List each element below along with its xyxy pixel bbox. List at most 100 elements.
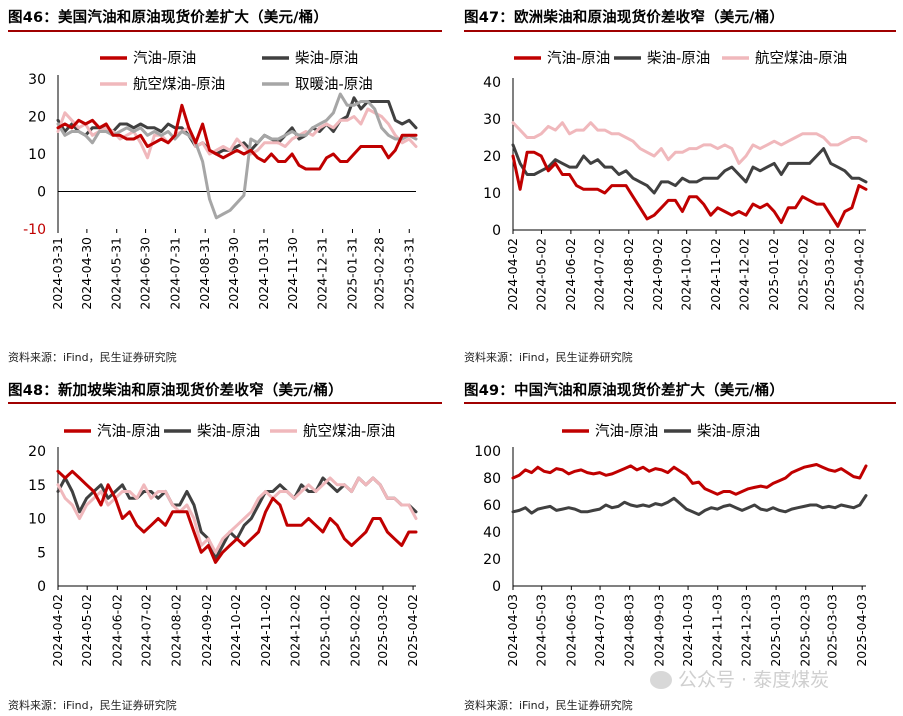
y-tick-label: 20: [483, 552, 501, 568]
x-tick-label: 2025-02-02: [348, 594, 363, 667]
y-tick-label: 10: [28, 147, 46, 163]
x-tick-label: 2024-11-02: [708, 238, 723, 311]
x-tick-label: 2024-10-02: [679, 238, 694, 311]
source-note: 资料来源：iFind，民生证券研究院: [8, 351, 177, 364]
watermark: 公众号 · 泰度煤炭: [650, 665, 829, 692]
x-tick-label: 2024-07-02: [591, 238, 606, 311]
x-tick-label: 2025-02-02: [795, 238, 810, 311]
chart-title: 图49：中国汽油和原油现货价差扩大（美元/桶）: [464, 383, 785, 399]
x-tick-label: 2025-04-02: [405, 594, 420, 667]
x-tick-label: 2024-07-03: [592, 594, 607, 667]
x-tick-label: 2025-04-03: [854, 594, 869, 667]
source-note: 资料来源：iFind，民生证券研究院: [464, 699, 633, 712]
title-rule: [8, 30, 442, 32]
y-tick-label: 100: [474, 444, 501, 460]
y-tick-label: 30: [483, 112, 501, 128]
chart-title: 图46：美国汽油和原油现货价差扩大（美元/桶）: [8, 10, 329, 26]
x-tick-label: 2025-03-02: [822, 238, 837, 311]
x-tick-label: 2024-11-03: [710, 594, 725, 667]
y-tick-label: 0: [37, 185, 46, 201]
x-tick-label: 2024-08-02: [169, 594, 184, 667]
legend-label: 航空煤油-原油: [133, 76, 225, 93]
x-tick-label: 2025-02-28: [371, 237, 386, 310]
legend-label: 汽油-原油: [97, 423, 160, 440]
x-tick-label: 2024-04-30: [79, 237, 94, 310]
y-tick-label: 20: [28, 110, 46, 126]
x-tick-label: 2024-09-02: [650, 238, 665, 311]
x-tick-label: 2025-01-02: [766, 238, 781, 311]
x-tick-label: 2024-09-02: [199, 594, 214, 667]
legend-label: 柴油-原油: [697, 423, 760, 440]
series-line: [511, 494, 868, 516]
x-tick-label: 2025-04-02: [851, 238, 866, 311]
x-tick-label: 2024-04-03: [505, 594, 520, 667]
x-tick-label: 2024-07-02: [139, 594, 154, 667]
x-tick-label: 2024-05-02: [79, 594, 94, 667]
x-tick-label: 2024-06-02: [109, 594, 124, 667]
series-line: [511, 150, 868, 228]
x-tick-label: 2024-12-31: [315, 237, 330, 310]
chart-title: 图48：新加坡柴油和原油现货价差收窄（美元/桶）: [8, 383, 343, 399]
x-tick-label: 2024-12-03: [738, 594, 753, 667]
legend-label: 航空煤油-原油: [303, 423, 395, 440]
legend-label: 汽油-原油: [547, 50, 610, 67]
y-tick-label: 0: [492, 223, 501, 239]
series-line: [511, 463, 868, 496]
x-tick-label: 2025-03-03: [825, 594, 840, 667]
x-tick-label: 2024-10-31: [256, 237, 271, 310]
x-tick-label: 2024-04-02: [505, 238, 520, 311]
x-tick-label: 2024-12-02: [737, 238, 752, 311]
title-rule: [464, 402, 896, 404]
y-tick-label: 80: [483, 471, 501, 487]
x-tick-label: 2025-01-03: [768, 594, 783, 667]
y-tick-label: 10: [483, 186, 501, 202]
y-tick-label: 5: [37, 545, 46, 561]
chart-title: 图47：欧洲柴油和原油现货价差收窄（美元/桶）: [464, 10, 785, 26]
x-tick-label: 2025-01-31: [344, 237, 359, 310]
x-tick-label: 2024-10-02: [228, 594, 243, 667]
title-rule: [464, 30, 896, 32]
watermark-text: 公众号 · 泰度煤炭: [678, 669, 830, 691]
y-tick-label: 20: [28, 444, 46, 460]
series-line: [56, 92, 418, 220]
x-tick-label: 2025-02-03: [798, 594, 813, 667]
series-line: [56, 96, 418, 156]
x-tick-label: 2024-06-30: [138, 237, 153, 310]
x-tick-label: 2025-03-31: [401, 237, 416, 310]
x-tick-label: 2024-12-02: [287, 594, 302, 667]
x-tick-label: 2024-09-30: [226, 237, 241, 310]
series-line: [56, 469, 418, 564]
x-tick-label: 2025-01-02: [318, 594, 333, 667]
legend-label: 柴油-原油: [197, 423, 260, 440]
x-tick-label: 2024-08-02: [621, 238, 636, 311]
x-tick-label: 2024-11-30: [285, 237, 300, 310]
y-tick-label: 0: [37, 579, 46, 595]
x-tick-label: 2024-06-03: [563, 594, 578, 667]
x-tick-label: 2024-05-02: [533, 238, 548, 311]
x-tick-label: 2024-05-31: [109, 237, 124, 310]
x-tick-label: 2024-03-31: [50, 237, 65, 310]
x-tick-label: 2024-04-02: [50, 594, 65, 667]
x-tick-label: 2024-08-31: [197, 237, 212, 310]
x-tick-label: 2024-09-03: [651, 594, 666, 667]
series-line: [511, 121, 868, 165]
legend-label: 汽油-原油: [133, 50, 196, 67]
y-tick-label: -10: [23, 222, 46, 238]
x-tick-label: 2024-05-03: [534, 594, 549, 667]
legend-label: 航空煤油-原油: [755, 50, 847, 67]
legend-label: 汽油-原油: [595, 423, 658, 440]
y-tick-label: 30: [28, 72, 46, 88]
series-line: [56, 103, 418, 171]
y-tick-label: 15: [28, 478, 46, 494]
x-tick-label: 2025-03-02: [375, 594, 390, 667]
title-rule: [8, 402, 442, 404]
source-note: 资料来源：iFind，民生证券研究院: [464, 351, 633, 364]
x-tick-label: 2024-07-31: [167, 237, 182, 310]
y-tick-label: 40: [483, 75, 501, 91]
y-tick-label: 10: [28, 512, 46, 528]
x-tick-label: 2024-10-03: [680, 594, 695, 667]
x-tick-label: 2024-11-02: [258, 594, 273, 667]
y-tick-label: 60: [483, 498, 501, 514]
